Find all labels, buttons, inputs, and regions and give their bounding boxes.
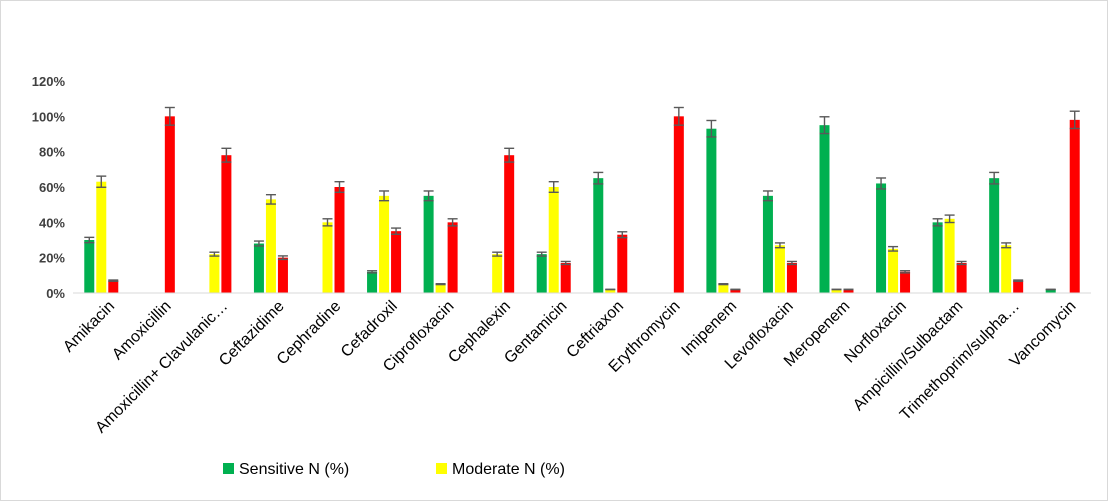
bar [945,219,955,293]
error-bar [436,284,446,285]
legend-swatch [436,463,447,474]
bar [492,254,502,293]
bar [335,187,345,293]
bar [617,235,627,293]
y-tick-label: 0% [46,286,65,301]
bar [593,178,603,293]
bar [108,281,118,293]
x-tick-label: Amikacin [60,298,118,356]
bar [448,222,458,293]
y-axis: 0% 20% 40% 60% 80% 100% 120% [32,74,66,301]
bar [549,187,559,293]
bar [718,284,728,293]
legend: Sensitive N (%) Moderate N (%) [223,461,565,478]
y-tick-label: 20% [39,251,65,266]
bar [1070,120,1080,293]
bar [391,231,401,293]
bar [763,196,773,293]
bar [221,155,231,293]
bar [84,240,94,293]
bar [209,254,219,293]
bar [165,116,175,293]
legend-swatch [223,463,234,474]
bar [775,245,785,293]
bar [957,263,967,293]
bar [266,199,276,293]
bar [323,222,333,293]
bar [278,258,288,293]
bar [254,244,264,293]
bar [820,125,830,293]
bar [900,272,910,293]
error-bar [1013,280,1023,281]
bar [561,263,571,293]
bars [73,108,1091,294]
bar [367,272,377,293]
bar [504,155,514,293]
bar [1001,245,1011,293]
error-bar [108,280,118,281]
bar [888,249,898,293]
bar [989,178,999,293]
x-tick-label: Trimethoprim/sulpha… [897,298,1023,424]
bar [787,263,797,293]
bar [436,284,446,293]
y-tick-label: 80% [39,145,65,160]
legend-label: Sensitive N (%) [239,461,349,478]
y-tick-label: 40% [39,215,65,230]
legend-label: Moderate N (%) [452,461,565,478]
bar [1013,281,1023,293]
y-tick-label: 120% [32,74,66,89]
bar [933,222,943,293]
bar [379,196,389,293]
bar [674,116,684,293]
bar [424,196,434,293]
bar [706,129,716,293]
error-bar [718,284,728,285]
bar [96,182,106,293]
bar [537,254,547,293]
bar [876,183,886,293]
y-tick-label: 60% [39,180,65,195]
x-tick-label: Ampicillin/Sulbactam [850,298,966,414]
y-tick-label: 100% [32,109,66,124]
